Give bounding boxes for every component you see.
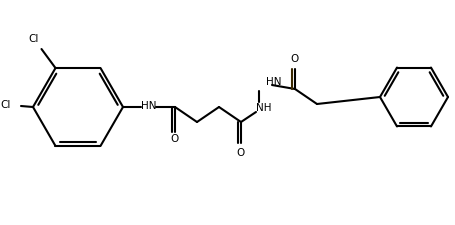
Text: O: O — [290, 54, 298, 64]
Text: Cl: Cl — [1, 100, 11, 110]
Text: NH: NH — [256, 103, 271, 113]
Text: HN: HN — [141, 101, 157, 111]
Text: HN: HN — [265, 77, 281, 87]
Text: Cl: Cl — [28, 34, 39, 44]
Text: O: O — [171, 134, 179, 144]
Text: O: O — [236, 148, 245, 158]
